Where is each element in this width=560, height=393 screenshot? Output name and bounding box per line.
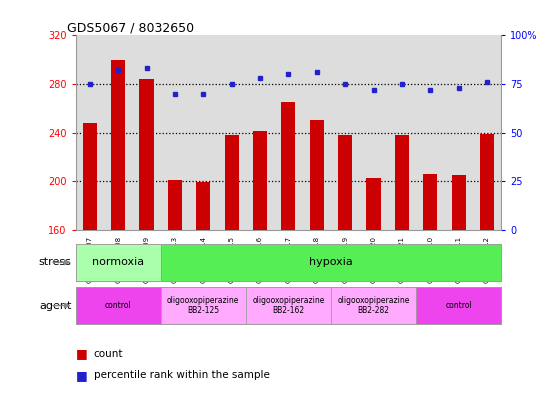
Text: ■: ■ (76, 369, 87, 382)
Bar (189, 35, 217, 230)
Bar (338, 135, 352, 230)
Bar (161, 244, 501, 281)
Bar (246, 287, 331, 324)
Bar (104, 35, 132, 230)
Bar (139, 79, 153, 230)
Bar (161, 287, 246, 324)
Bar (274, 35, 302, 230)
Bar (451, 175, 466, 230)
Bar (302, 35, 331, 230)
Text: oligooxopiperazine
BB2-282: oligooxopiperazine BB2-282 (337, 296, 410, 315)
Bar (83, 123, 97, 230)
Bar (331, 287, 416, 324)
Text: oligooxopiperazine
BB2-162: oligooxopiperazine BB2-162 (252, 296, 325, 315)
Bar (253, 131, 267, 230)
Text: hypoxia: hypoxia (309, 257, 353, 267)
Bar (388, 35, 416, 230)
Text: GDS5067 / 8032650: GDS5067 / 8032650 (67, 21, 194, 34)
Bar (161, 35, 189, 230)
Bar (111, 60, 125, 230)
Bar (168, 180, 182, 230)
Bar (132, 35, 161, 230)
Bar (480, 134, 494, 230)
Bar (76, 244, 161, 281)
Bar (76, 287, 161, 324)
Bar (416, 287, 501, 324)
Text: ■: ■ (76, 347, 87, 360)
Text: control: control (445, 301, 472, 310)
Text: control: control (105, 301, 132, 310)
Text: stress: stress (39, 257, 71, 267)
Bar (246, 35, 274, 230)
Text: agent: agent (39, 301, 71, 310)
Bar (331, 35, 360, 230)
Text: oligooxopiperazine
BB2-125: oligooxopiperazine BB2-125 (167, 296, 240, 315)
Bar (310, 121, 324, 230)
Text: normoxia: normoxia (92, 257, 144, 267)
Bar (196, 182, 211, 230)
Bar (366, 178, 381, 230)
Bar (360, 35, 388, 230)
Bar (217, 35, 246, 230)
Bar (281, 102, 296, 230)
Bar (473, 35, 501, 230)
Text: percentile rank within the sample: percentile rank within the sample (94, 370, 269, 380)
Bar (395, 135, 409, 230)
Text: count: count (94, 349, 123, 359)
Bar (76, 35, 104, 230)
Bar (416, 35, 445, 230)
Bar (445, 35, 473, 230)
Bar (225, 135, 239, 230)
Bar (423, 174, 437, 230)
